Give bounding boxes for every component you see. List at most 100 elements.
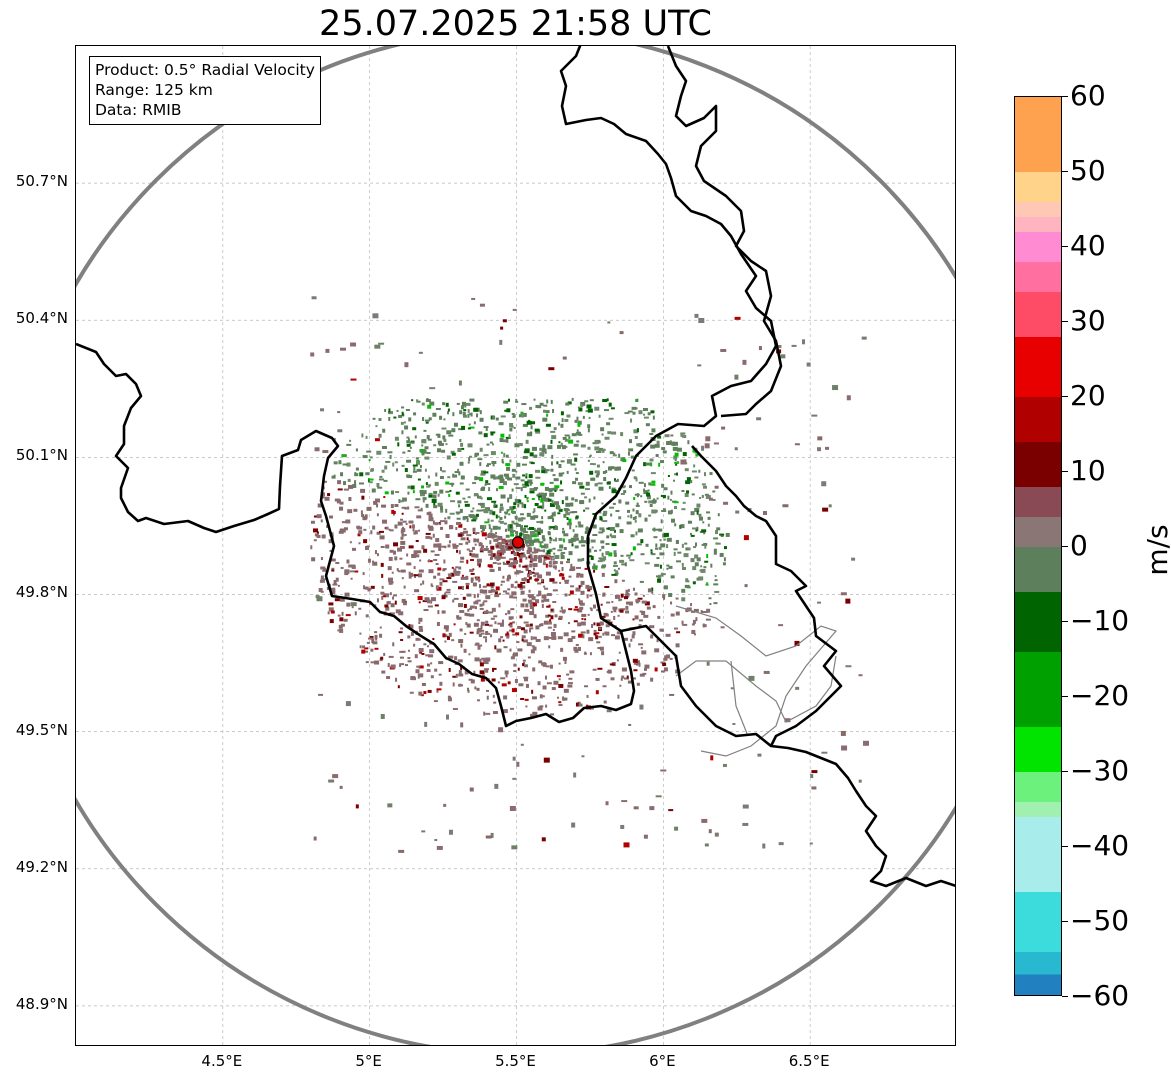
echo-pixel <box>485 689 489 692</box>
echo-pixel <box>592 524 597 529</box>
echo-pixel <box>564 580 569 584</box>
echo-pixel <box>371 639 375 644</box>
echo-pixel <box>516 462 521 467</box>
echo-pixel <box>516 570 519 575</box>
echo-pixel <box>418 351 423 354</box>
map-panel[interactable] <box>75 45 956 1046</box>
echo-pixel <box>422 498 425 503</box>
echo-pixel <box>510 608 515 611</box>
radar-site-marker[interactable] <box>511 536 525 549</box>
echo-pixel <box>512 505 516 509</box>
echo-pixel <box>708 597 712 600</box>
echo-pixel <box>691 623 695 626</box>
echo-pixel <box>452 708 458 711</box>
echo-pixel <box>553 680 559 685</box>
echo-pixel <box>548 561 552 565</box>
echo-pixel <box>586 594 589 599</box>
colorbar-tick <box>1062 546 1068 547</box>
echo-pixel <box>721 426 726 430</box>
echo-pixel <box>386 676 391 680</box>
echo-pixel <box>551 635 557 640</box>
echo-pixel <box>734 447 738 451</box>
echo-pixel <box>543 585 546 588</box>
echo-pixel <box>310 520 315 524</box>
echo-pixel <box>406 553 409 557</box>
echo-pixel <box>407 660 412 663</box>
echo-pixel <box>699 569 702 572</box>
echo-pixel <box>563 508 569 512</box>
echo-pixel <box>672 441 678 446</box>
echo-pixel <box>617 614 620 617</box>
echo-pixel <box>541 837 546 842</box>
echo-pixel <box>547 531 551 534</box>
echo-pixel <box>603 556 607 561</box>
echo-pixel <box>695 453 699 457</box>
echo-pixel <box>549 664 553 669</box>
echo-pixel <box>366 641 370 644</box>
echo-pixel <box>421 545 425 550</box>
echo-pixel <box>479 525 484 530</box>
echo-pixel <box>392 513 395 516</box>
echo-pixel <box>576 432 581 436</box>
echo-pixel <box>593 622 596 626</box>
echo-pixel <box>489 540 492 545</box>
echo-pixel <box>525 603 529 608</box>
echo-pixel <box>482 659 486 662</box>
echo-pixel <box>381 670 386 674</box>
echo-pixel <box>630 534 635 538</box>
map-title: 25.07.2025 21:58 UTC <box>319 4 712 44</box>
echo-pixel <box>479 662 484 667</box>
echo-pixel <box>851 557 856 561</box>
echo-pixel <box>507 527 510 532</box>
echo-pixel <box>858 674 863 677</box>
echo-pixel <box>549 541 552 544</box>
echo-pixel <box>660 670 665 673</box>
echo-pixel <box>408 520 414 524</box>
echo-pixel <box>421 485 425 489</box>
colorbar-segment <box>1015 772 1061 803</box>
echo-pixel <box>488 611 494 614</box>
echo-pixel <box>520 554 526 558</box>
echo-pixel <box>557 422 560 426</box>
echo-pixel <box>495 526 501 529</box>
echo-pixel <box>428 517 434 522</box>
echo-pixel <box>350 342 357 347</box>
echo-pixel <box>681 597 686 602</box>
echo-pixel <box>580 540 583 544</box>
echo-pixel <box>511 591 517 596</box>
echo-pixel <box>370 585 375 589</box>
echo-pixel <box>550 608 553 611</box>
echo-pixel <box>713 551 717 555</box>
echo-pixel <box>543 467 546 472</box>
echo-pixel <box>405 408 410 411</box>
echo-pixel <box>690 480 693 484</box>
colorbar-tick <box>1062 996 1068 997</box>
echo-pixel <box>383 496 386 499</box>
echo-pixel <box>586 404 592 409</box>
echo-pixel <box>428 484 432 487</box>
info-box: Product: 0.5° Radial Velocity Range: 125… <box>89 56 321 125</box>
echo-pixel <box>605 551 610 556</box>
echo-pixel <box>376 503 379 508</box>
echo-pixel <box>601 552 604 557</box>
echo-pixel <box>456 511 460 515</box>
echo-pixel <box>326 586 330 590</box>
echo-pixel <box>531 696 537 700</box>
echo-pixel <box>595 474 599 478</box>
echo-pixel <box>646 492 651 497</box>
echo-pixel <box>521 635 526 639</box>
echo-pixel <box>382 428 386 433</box>
echo-pixel <box>604 436 610 440</box>
echo-pixel <box>541 662 547 666</box>
echo-pixel <box>663 538 666 541</box>
echo-pixel <box>454 656 458 661</box>
echo-pixel <box>522 474 526 477</box>
echo-pixel <box>490 474 496 479</box>
echo-pixel <box>534 578 540 581</box>
echo-pixel <box>321 496 325 499</box>
echo-pixel <box>437 543 442 548</box>
echo-pixel <box>558 441 561 444</box>
echo-pixel <box>595 635 599 640</box>
echo-pixel <box>499 520 504 524</box>
echo-pixel <box>561 530 565 534</box>
